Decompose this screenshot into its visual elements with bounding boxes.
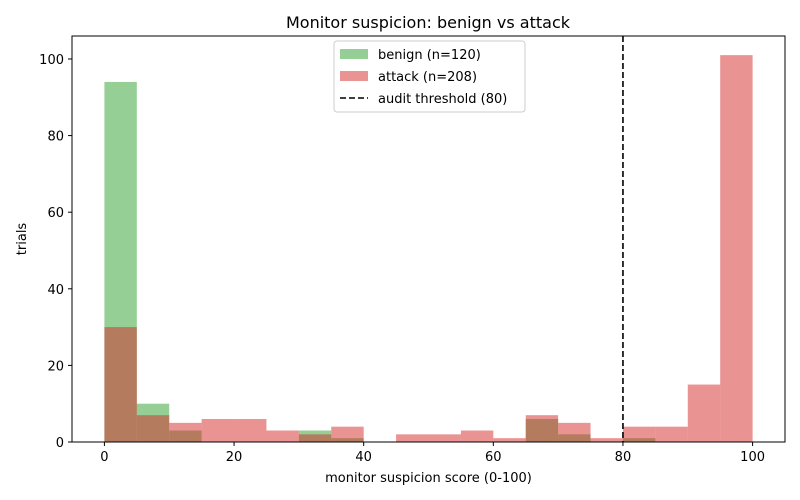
attack-bar <box>558 422 591 442</box>
attack-bar <box>622 426 656 442</box>
y-tick-label: 100 <box>39 53 64 68</box>
attack-bar <box>298 434 332 442</box>
attack-bar <box>525 415 559 442</box>
attack-bar <box>396 434 429 442</box>
legend-swatch <box>340 71 368 81</box>
y-tick-label: 20 <box>47 359 64 374</box>
attack-bar <box>266 430 299 442</box>
attack-bars <box>104 55 753 443</box>
chart-legend: benign (n=120) attack (n=208) audit thresh… <box>333 40 526 113</box>
benign-bars <box>104 81 656 442</box>
x-tick-label: 40 <box>355 450 372 465</box>
legend-swatch <box>340 49 368 59</box>
x-tick-label: 80 <box>615 450 632 465</box>
y-tick-label: 80 <box>47 130 64 145</box>
y-tick-label: 40 <box>47 283 64 298</box>
attack-bar <box>460 430 494 442</box>
legend-label: attack (n=208) <box>378 70 477 85</box>
legend-label: audit threshold (80) <box>378 92 507 107</box>
attack-bar <box>136 415 170 442</box>
attack-bar <box>331 426 364 442</box>
x-tick-label: 100 <box>740 450 765 465</box>
legend-box <box>333 40 526 113</box>
y-axis-label: trials <box>15 223 30 256</box>
attack-bar <box>428 434 461 442</box>
plot-frame <box>71 35 786 443</box>
attack-bar <box>687 384 721 442</box>
attack-bar <box>655 426 688 442</box>
x-axis-label: monitor suspicion score (0-100) <box>325 471 532 486</box>
attack-bar <box>720 55 753 443</box>
attack-bar <box>493 438 526 442</box>
attack-bar <box>234 419 267 442</box>
y-tick-label: 0 <box>56 436 64 451</box>
x-tick-label: 0 <box>100 450 108 465</box>
attack-bar <box>169 422 202 442</box>
y-tick-label: 60 <box>47 206 64 221</box>
x-axis-ticks: 0 20 40 60 80 100 <box>100 442 765 465</box>
x-tick-label: 20 <box>226 450 243 465</box>
chart-title: Monitor suspicion: benign vs attack <box>286 13 571 32</box>
legend-label: benign (n=120) <box>378 48 481 63</box>
x-tick-label: 60 <box>485 450 502 465</box>
attack-bar <box>104 327 137 442</box>
attack-bar <box>590 438 623 442</box>
y-axis-ticks: 0 20 40 60 80 100 <box>39 53 72 451</box>
attack-bar <box>201 419 235 442</box>
